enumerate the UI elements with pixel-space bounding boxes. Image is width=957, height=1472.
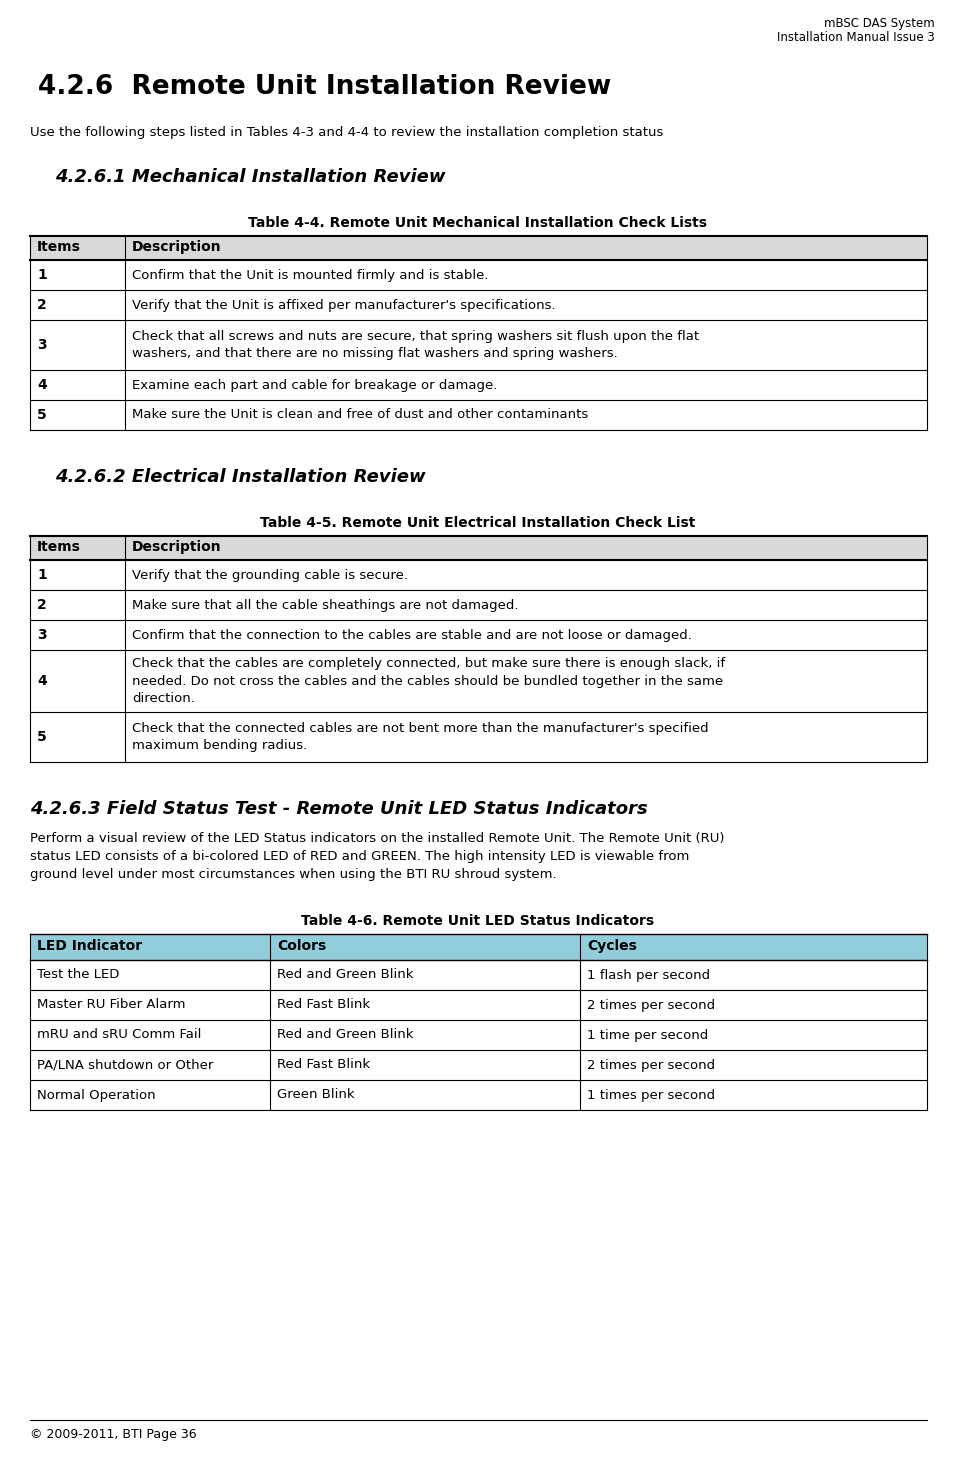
Bar — [30, 236, 927, 261]
Text: mRU and sRU Comm Fail: mRU and sRU Comm Fail — [37, 1029, 201, 1042]
Text: Confirm that the connection to the cables are stable and are not loose or damage: Confirm that the connection to the cable… — [132, 629, 692, 642]
Text: Red and Green Blink: Red and Green Blink — [277, 969, 413, 982]
Text: 5: 5 — [37, 408, 47, 422]
Text: 4.2.6  Remote Unit Installation Review: 4.2.6 Remote Unit Installation Review — [38, 74, 612, 100]
Text: Test the LED: Test the LED — [37, 969, 120, 982]
Text: 1: 1 — [37, 268, 47, 283]
Text: 4.2.6.2 Electrical Installation Review: 4.2.6.2 Electrical Installation Review — [55, 468, 426, 486]
Text: Make sure that all the cable sheathings are not damaged.: Make sure that all the cable sheathings … — [132, 599, 519, 611]
Text: Red Fast Blink: Red Fast Blink — [277, 998, 370, 1011]
Text: Make sure the Unit is clean and free of dust and other contaminants: Make sure the Unit is clean and free of … — [132, 409, 589, 421]
Text: 3: 3 — [37, 339, 47, 352]
Text: Items: Items — [37, 540, 81, 553]
Text: Perform a visual review of the LED Status indicators on the installed Remote Uni: Perform a visual review of the LED Statu… — [30, 832, 724, 845]
Text: Red and Green Blink: Red and Green Blink — [277, 1029, 413, 1042]
Text: ground level under most circumstances when using the BTI RU shroud system.: ground level under most circumstances wh… — [30, 868, 557, 882]
Text: Check that the connected cables are not bent more than the manufacturer's specif: Check that the connected cables are not … — [132, 721, 708, 752]
Text: PA/LNA shutdown or Other: PA/LNA shutdown or Other — [37, 1058, 213, 1072]
Text: Installation Manual Issue 3: Installation Manual Issue 3 — [777, 31, 935, 44]
Text: 3: 3 — [37, 629, 47, 642]
Bar — [30, 935, 927, 960]
Text: mBSC DAS System: mBSC DAS System — [824, 18, 935, 29]
Text: status LED consists of a bi-colored LED of RED and GREEN. The high intensity LED: status LED consists of a bi-colored LED … — [30, 849, 689, 863]
Text: 4.2.6.1 Mechanical Installation Review: 4.2.6.1 Mechanical Installation Review — [55, 168, 446, 185]
Text: Verify that the grounding cable is secure.: Verify that the grounding cable is secur… — [132, 568, 408, 581]
Text: 2 times per second: 2 times per second — [587, 998, 715, 1011]
Text: Confirm that the Unit is mounted firmly and is stable.: Confirm that the Unit is mounted firmly … — [132, 268, 488, 281]
Text: 2: 2 — [37, 598, 47, 612]
Text: 4: 4 — [37, 378, 47, 392]
Text: 4.2.6.3 Field Status Test - Remote Unit LED Status Indicators: 4.2.6.3 Field Status Test - Remote Unit … — [30, 799, 648, 818]
Text: 1 time per second: 1 time per second — [587, 1029, 708, 1042]
Text: Cycles: Cycles — [587, 939, 636, 952]
Text: 2 times per second: 2 times per second — [587, 1058, 715, 1072]
Text: Items: Items — [37, 240, 81, 255]
Text: Table 4-5. Remote Unit Electrical Installation Check List: Table 4-5. Remote Unit Electrical Instal… — [260, 517, 696, 530]
Text: 1: 1 — [37, 568, 47, 581]
Text: Master RU Fiber Alarm: Master RU Fiber Alarm — [37, 998, 186, 1011]
Text: Table 4-4. Remote Unit Mechanical Installation Check Lists: Table 4-4. Remote Unit Mechanical Instal… — [249, 216, 707, 230]
Text: Check that the cables are completely connected, but make sure there is enough sl: Check that the cables are completely con… — [132, 658, 725, 705]
Text: 1 flash per second: 1 flash per second — [587, 969, 710, 982]
Text: 5: 5 — [37, 730, 47, 743]
Bar — [30, 536, 927, 559]
Text: Check that all screws and nuts are secure, that spring washers sit flush upon th: Check that all screws and nuts are secur… — [132, 330, 700, 361]
Text: Green Blink: Green Blink — [277, 1088, 355, 1101]
Text: Use the following steps listed in Tables 4-3 and 4-4 to review the installation : Use the following steps listed in Tables… — [30, 127, 663, 138]
Text: Description: Description — [132, 540, 222, 553]
Text: 4: 4 — [37, 674, 47, 687]
Text: LED Indicator: LED Indicator — [37, 939, 143, 952]
Text: Description: Description — [132, 240, 222, 255]
Text: Examine each part and cable for breakage or damage.: Examine each part and cable for breakage… — [132, 378, 498, 392]
Text: Red Fast Blink: Red Fast Blink — [277, 1058, 370, 1072]
Text: 1 times per second: 1 times per second — [587, 1088, 715, 1101]
Text: Normal Operation: Normal Operation — [37, 1088, 156, 1101]
Text: © 2009-2011, BTI Page 36: © 2009-2011, BTI Page 36 — [30, 1428, 196, 1441]
Text: Verify that the Unit is affixed per manufacturer's specifications.: Verify that the Unit is affixed per manu… — [132, 299, 556, 312]
Text: 2: 2 — [37, 297, 47, 312]
Text: Table 4-6. Remote Unit LED Status Indicators: Table 4-6. Remote Unit LED Status Indica… — [301, 914, 655, 927]
Text: Colors: Colors — [277, 939, 326, 952]
